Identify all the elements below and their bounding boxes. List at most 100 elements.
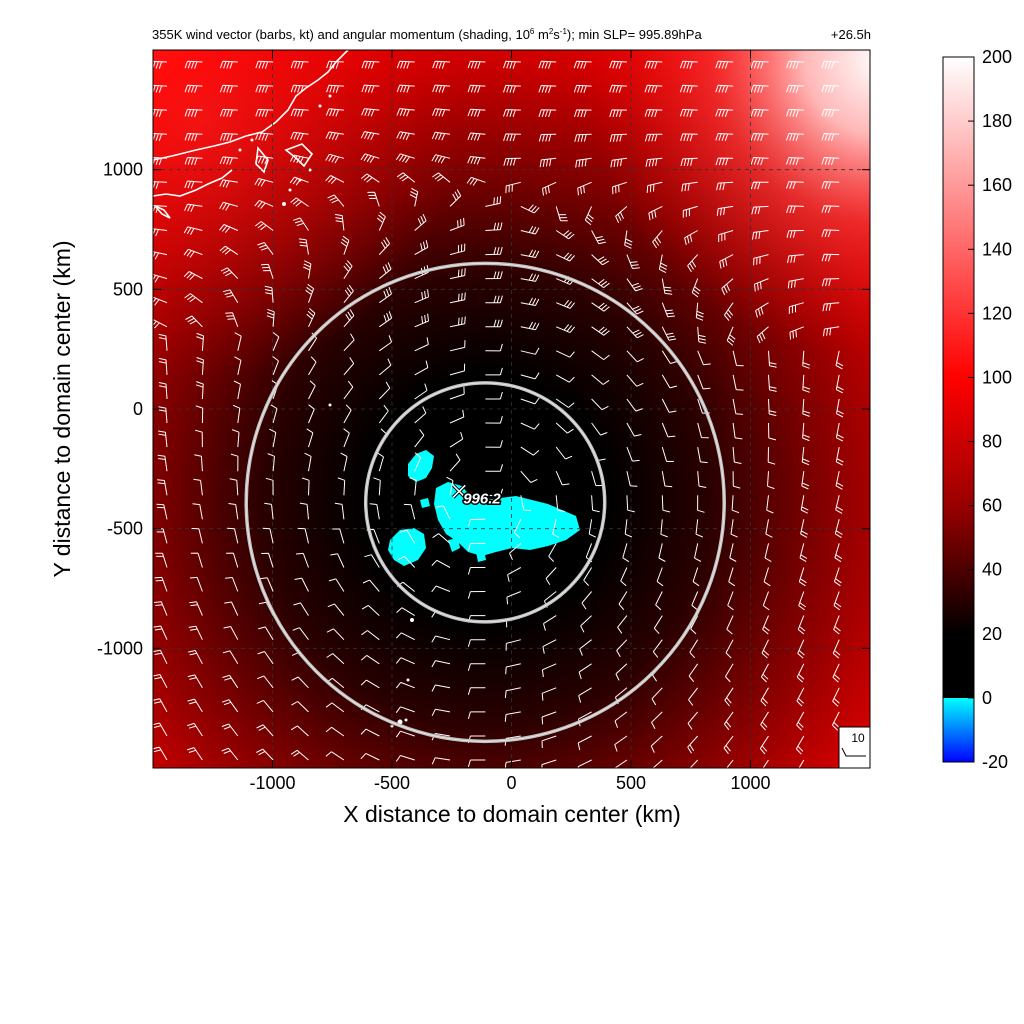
wind-barb-387 (403, 503, 416, 520)
wind-barb-460 (154, 601, 168, 616)
wind-barb-185 (343, 260, 353, 279)
y-tick-label-1: 500 (113, 279, 143, 299)
wind-barb-428 (431, 559, 451, 568)
wind-barb-524 (291, 676, 309, 689)
coastline-inlet (284, 143, 314, 168)
wind-barb-527 (395, 681, 415, 689)
wind-barb-113 (612, 181, 628, 195)
wind-barb-571 (541, 735, 557, 749)
wind-barb-67 (396, 131, 415, 141)
wind-barb-563 (256, 724, 274, 737)
wind-barb-58 (786, 108, 804, 117)
wind-barb-23 (255, 84, 274, 93)
wind-barb-424 (295, 552, 309, 568)
wind-barb-129 (485, 196, 502, 207)
wind-barb-473 (617, 615, 628, 634)
wind-barb-439 (833, 567, 842, 587)
wind-barb-491 (542, 639, 557, 654)
wind-barb-508 (431, 660, 451, 668)
wind-barb-280 (158, 382, 168, 400)
wind-barb-456 (727, 591, 734, 611)
wind-barb-196 (721, 278, 734, 296)
wind-barb-339 (835, 447, 844, 466)
wind-barb-388 (436, 505, 451, 520)
wind-barb-435 (692, 567, 700, 587)
wind-barb-93 (610, 157, 627, 168)
wind-barb-331 (555, 446, 573, 460)
wind-barb-27 (396, 84, 415, 93)
wind-barb-102 (219, 179, 238, 188)
wind-barb-96 (715, 157, 734, 166)
wind-barb-139 (821, 205, 840, 214)
wind-barb-212 (591, 302, 610, 312)
wind-barb-336 (732, 447, 742, 464)
wind-barb-453 (618, 591, 628, 611)
wind-barb-289 (485, 391, 503, 400)
wind-barb-116 (716, 181, 734, 191)
wind-barb-183 (261, 263, 274, 279)
wind-barb-34 (644, 84, 663, 93)
wind-barb-90 (503, 157, 521, 166)
wind-barb-337 (767, 447, 776, 465)
wind-barb-126 (367, 191, 380, 207)
wind-barb-138 (786, 205, 804, 214)
center-x-icon (452, 484, 466, 498)
coastline-west-island (154, 205, 171, 219)
wind-barb-536 (724, 687, 734, 707)
wind-barb-427 (397, 555, 416, 568)
wind-barb-566 (360, 728, 380, 737)
wind-barb-112 (577, 181, 592, 196)
wind-barb-118 (786, 181, 804, 189)
wind-barb-419 (834, 543, 843, 563)
wind-barb-540 (153, 698, 168, 713)
wind-barb-288 (449, 386, 465, 400)
wind-barb-547 (395, 706, 415, 713)
wind-barb-374 (661, 495, 671, 513)
cyan-patch-main (434, 482, 580, 556)
wind-barb-131 (555, 206, 568, 222)
wind-barb-528 (431, 684, 451, 692)
cyan-patch-north (408, 450, 434, 482)
wind-barb-518 (796, 663, 805, 683)
wind-barb-351 (555, 470, 570, 486)
chart-title: 355K wind vector (barbs, kt) and angular… (152, 27, 702, 42)
wind-barb-276 (732, 374, 744, 391)
wind-barb-122 (219, 201, 238, 211)
wind-barb-202 (222, 289, 239, 303)
wind-barb-1 (184, 60, 203, 69)
wind-barb-0 (153, 60, 168, 69)
wind-barb-179 (821, 253, 840, 262)
wind-barb-46 (361, 108, 380, 117)
wind-barb-130 (520, 204, 540, 214)
wind-barb-335 (697, 447, 708, 464)
wind-barb-532 (578, 687, 592, 703)
wind-barb-516 (724, 663, 734, 683)
wind-barb-575 (687, 735, 699, 754)
wind-barb-375 (697, 495, 705, 513)
wind-barb-250 (520, 347, 540, 355)
wind-barb-384 (299, 502, 309, 520)
cyan-patch-small-3 (420, 498, 430, 508)
wind-barb-256 (732, 350, 744, 367)
wind-barb-330 (520, 446, 540, 456)
wind-barb-597 (798, 759, 805, 768)
wind-barb-209 (485, 295, 503, 304)
wind-barb-509 (467, 663, 486, 671)
wind-barb-550 (504, 711, 521, 722)
wind-barb-306 (378, 404, 389, 424)
wind-barb-71 (538, 133, 557, 142)
wind-barb-29 (467, 84, 486, 93)
y-axis: 1000 500 0 -500 -1000 (97, 160, 870, 658)
x-tick-label-0: -1000 (249, 773, 295, 793)
min-slp-label: 996.2 (463, 490, 501, 507)
wind-barb-304 (308, 404, 315, 424)
wind-barb-49 (467, 108, 486, 117)
wind-barb-136 (716, 205, 734, 216)
wind-barb-174 (658, 254, 668, 274)
colorbar-tick-label-4: 120 (982, 303, 1012, 323)
wind-barb-345 (340, 452, 348, 472)
wind-barb-409 (468, 542, 486, 551)
reference-barb (841, 747, 866, 757)
wind-barb-450 (506, 591, 521, 605)
